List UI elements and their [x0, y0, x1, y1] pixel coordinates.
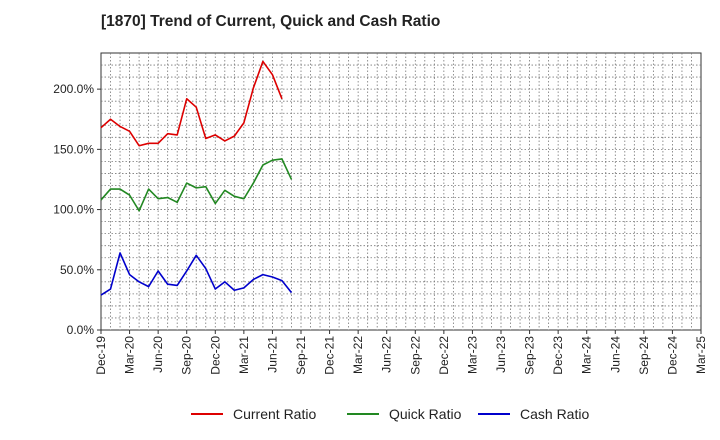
- x-tick-label: Sep-24: [637, 336, 651, 375]
- x-tick-label: Jun-23: [494, 336, 508, 373]
- x-tick-label: Dec-24: [665, 336, 679, 375]
- x-tick-label: Jun-20: [151, 336, 165, 373]
- y-tick-label: 100.0%: [53, 203, 94, 217]
- y-tick-label: 50.0%: [60, 263, 94, 277]
- x-tick-label: Sep-22: [408, 336, 422, 375]
- y-tick-label: 150.0%: [53, 142, 94, 156]
- series-line-cash-ratio: [100, 252, 293, 296]
- x-tick-label: Sep-23: [523, 336, 537, 375]
- x-tick-label: Mar-21: [237, 336, 251, 374]
- y-tick-label: 200.0%: [53, 82, 94, 96]
- plot-frame: [100, 52, 702, 331]
- series-line-current-ratio: [100, 60, 283, 147]
- x-tick-label: Mar-25: [694, 336, 708, 374]
- x-tick-label: Sep-21: [294, 336, 308, 375]
- x-tick-label: Dec-21: [323, 336, 337, 375]
- x-tick-label: Dec-20: [208, 336, 222, 375]
- legend-label-quick-ratio: Quick Ratio: [389, 406, 462, 422]
- x-tick-label: Jun-21: [265, 336, 279, 373]
- x-tick-label: Mar-23: [465, 336, 479, 374]
- x-tick-label: Dec-22: [437, 336, 451, 375]
- x-tick-label: Dec-19: [94, 336, 108, 375]
- series-line-quick-ratio: [100, 158, 293, 212]
- chart-title: [1870] Trend of Current, Quick and Cash …: [101, 13, 441, 30]
- y-tick-label: 0.0%: [67, 323, 95, 337]
- x-tick-label: Dec-23: [551, 336, 565, 375]
- x-tick-label: Sep-20: [180, 336, 194, 375]
- x-tick-label: Jun-24: [608, 336, 622, 373]
- legend-label-current-ratio: Current Ratio: [233, 406, 316, 422]
- x-tick-label: Jun-22: [380, 336, 394, 373]
- x-tick-label: Mar-20: [123, 336, 137, 374]
- x-tick-label: Mar-24: [580, 336, 594, 374]
- legend-label-cash-ratio: Cash Ratio: [520, 406, 589, 422]
- x-tick-label: Mar-22: [351, 336, 365, 374]
